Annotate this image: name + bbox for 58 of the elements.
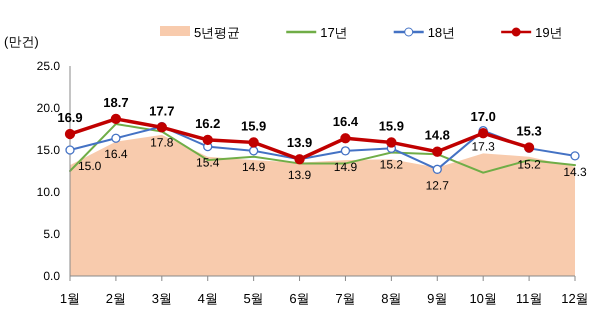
x-tick-label: 7월 xyxy=(335,291,356,306)
legend-label: 19년 xyxy=(535,25,563,40)
x-tick-label: 10월 xyxy=(469,291,497,306)
x-tick-label: 9월 xyxy=(427,291,448,306)
data-label: 16.4 xyxy=(104,147,128,162)
point xyxy=(111,134,121,143)
data-label: 15.4 xyxy=(196,156,220,170)
point xyxy=(110,114,122,124)
data-label: 13.9 xyxy=(286,135,312,150)
y-tick-label: 0.0 xyxy=(43,269,60,283)
x-tick-label: 1월 xyxy=(60,291,80,306)
data-label: 18.7 xyxy=(103,94,129,110)
data-label: 15.9 xyxy=(378,118,404,134)
y-tick-label: 5.0 xyxy=(43,227,60,241)
data-label: 17.7 xyxy=(149,103,174,118)
data-label: 17.3 xyxy=(472,140,496,154)
point xyxy=(65,145,75,155)
point xyxy=(432,164,442,174)
point xyxy=(478,128,488,138)
x-tick-label: 3월 xyxy=(152,291,172,306)
legend-label: 17년 xyxy=(320,25,348,40)
legend-label: 5년평균 xyxy=(194,25,240,40)
data-label: 12.7 xyxy=(426,178,450,192)
data-label: 14.9 xyxy=(334,160,358,174)
data-label: 17.8 xyxy=(150,135,174,150)
data-label: 13.9 xyxy=(288,168,312,182)
point xyxy=(202,134,213,146)
x-tick-label: 12월 xyxy=(561,291,589,306)
data-label: 15.3 xyxy=(516,123,542,138)
data-label: 14.9 xyxy=(242,160,266,174)
data-label: 15.2 xyxy=(380,157,404,172)
point xyxy=(64,128,76,140)
point xyxy=(340,146,350,156)
y-tick-label: 25.0 xyxy=(36,59,60,73)
data-label: 16.2 xyxy=(195,116,220,131)
x-tick-label: 4월 xyxy=(198,291,218,306)
point xyxy=(248,137,259,148)
y-tick-label: 10.0 xyxy=(36,185,60,199)
data-label: 14.8 xyxy=(424,128,450,143)
y-axis-title: (만건) xyxy=(4,34,39,49)
data-label: 16.4 xyxy=(332,114,359,130)
data-label: 14.3 xyxy=(563,164,587,179)
x-tick-label: 11월 xyxy=(516,291,542,306)
y-tick-label: 15.0 xyxy=(36,143,60,157)
data-label: 15.2 xyxy=(517,157,542,172)
data-label: 15.9 xyxy=(240,118,266,134)
data-label: 17.0 xyxy=(470,109,496,124)
data-label: 15.0 xyxy=(78,159,102,173)
legend-label: 18년 xyxy=(428,25,456,40)
point xyxy=(340,133,351,144)
x-tick-label: 2월 xyxy=(106,291,126,306)
point xyxy=(570,151,580,161)
x-tick-label: 8월 xyxy=(381,291,402,306)
point xyxy=(386,137,397,148)
point xyxy=(432,146,442,157)
point xyxy=(248,146,258,156)
x-tick-label: 5월 xyxy=(244,291,264,306)
x-tick-label: 6월 xyxy=(289,291,310,306)
